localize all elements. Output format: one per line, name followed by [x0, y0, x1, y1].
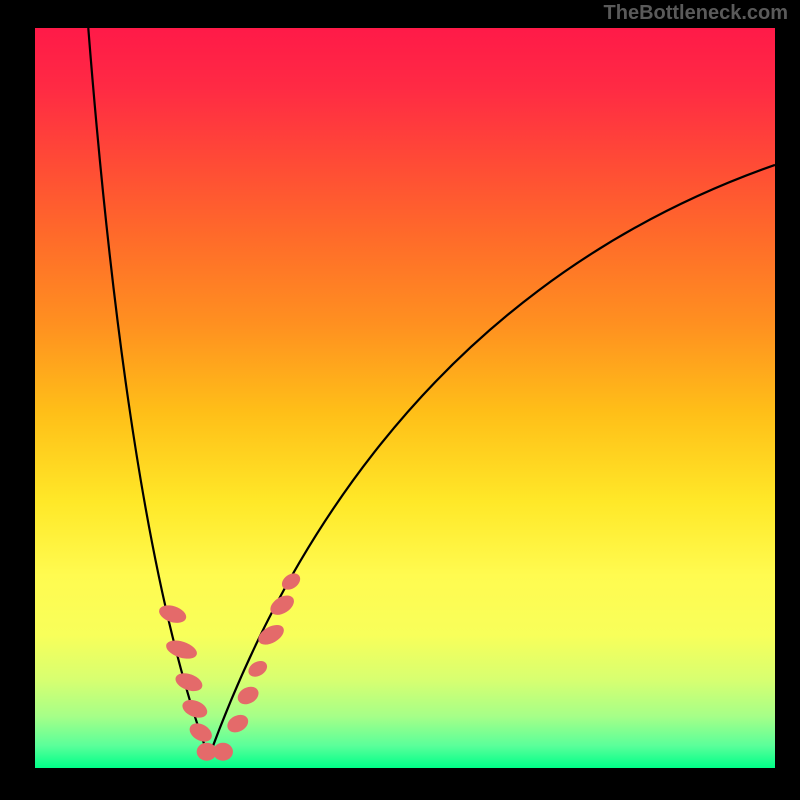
- curve-marker: [235, 683, 262, 707]
- curve-marker: [157, 602, 189, 626]
- curve-layer: [35, 28, 775, 768]
- curve-marker: [186, 720, 215, 746]
- curve-marker: [224, 711, 251, 735]
- plot-area: [35, 28, 775, 768]
- curve-marker: [255, 621, 287, 649]
- curve-marker: [213, 743, 233, 761]
- curve-marker: [173, 670, 205, 695]
- watermark-text: TheBottleneck.com: [604, 2, 788, 25]
- curve-marker: [279, 570, 303, 593]
- curve-marker: [164, 637, 199, 662]
